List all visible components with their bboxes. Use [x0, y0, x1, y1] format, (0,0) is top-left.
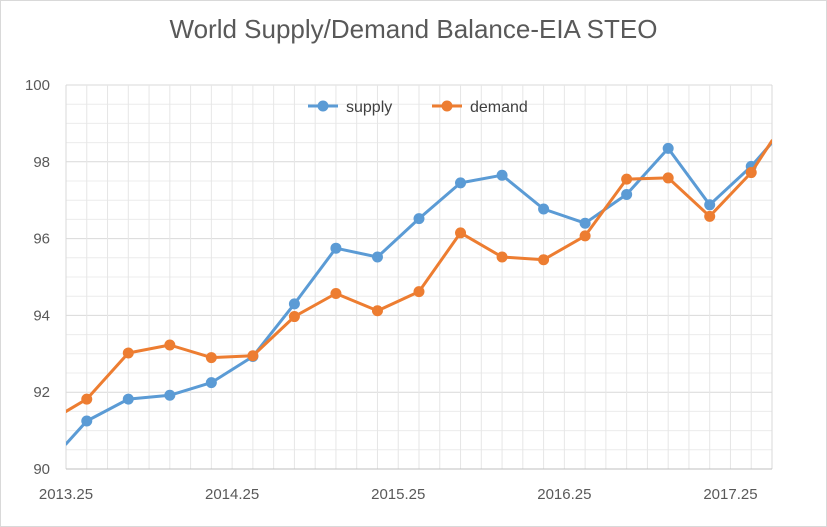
y-tick-label: 96 [33, 231, 50, 248]
supply-point [662, 142, 674, 154]
supply-point [164, 389, 176, 401]
legend-swatch-marker [441, 100, 453, 112]
x-tick-label: 2014.25 [205, 486, 259, 503]
supply-point [330, 242, 342, 254]
y-tick-label: 94 [33, 307, 50, 324]
demand-point [81, 393, 93, 405]
legend-item-demand: demand [432, 99, 528, 116]
demand-point [662, 172, 674, 184]
demand-point [247, 350, 259, 362]
demand-point [704, 210, 716, 222]
demand-point [122, 347, 134, 359]
demand-point [288, 311, 300, 323]
y-tick-label: 98 [33, 154, 50, 171]
legend-label: demand [470, 99, 528, 116]
series-lines [66, 139, 772, 446]
supply-point [371, 251, 383, 263]
demand-point [330, 288, 342, 300]
demand-point [455, 227, 467, 239]
supply-point [81, 415, 93, 427]
legend: supply demand [308, 99, 528, 116]
demand-point [579, 230, 591, 242]
legend-label: supply [346, 99, 392, 116]
y-tick-label: 90 [33, 461, 50, 478]
gridlines [65, 84, 773, 470]
demand-point [205, 352, 217, 364]
demand-point [745, 167, 757, 179]
supply-point [288, 298, 300, 310]
supply-point [413, 213, 425, 225]
demand-point [621, 173, 633, 185]
demand-point [164, 339, 176, 351]
supply-point [455, 177, 467, 189]
y-tick-label: 100 [25, 77, 50, 94]
supply-point [621, 188, 633, 200]
demand-point [538, 254, 550, 266]
legend-swatch-marker [317, 100, 329, 112]
supply-point [496, 169, 508, 181]
x-tick-label: 2015.25 [371, 486, 425, 503]
demand-point [413, 286, 425, 298]
axes: 90 92 94 96 98 100 2013.25 2014.25 2015.25 2016.2… [25, 77, 758, 503]
supply-point [205, 377, 217, 389]
supply-point [579, 217, 591, 229]
x-tick-label: 2016.25 [537, 486, 591, 503]
demand-point [496, 251, 508, 263]
chart-title: World Supply/Demand Balance-EIA STEO [169, 14, 658, 44]
supply-point [538, 203, 550, 215]
supply-point [122, 393, 134, 405]
x-tick-label: 2017.25 [703, 486, 757, 503]
supply-point [704, 199, 716, 211]
y-tick-label: 92 [33, 384, 50, 401]
legend-item-supply: supply [308, 99, 392, 116]
x-tick-label: 2013.25 [39, 486, 93, 503]
demand-point [371, 305, 383, 317]
